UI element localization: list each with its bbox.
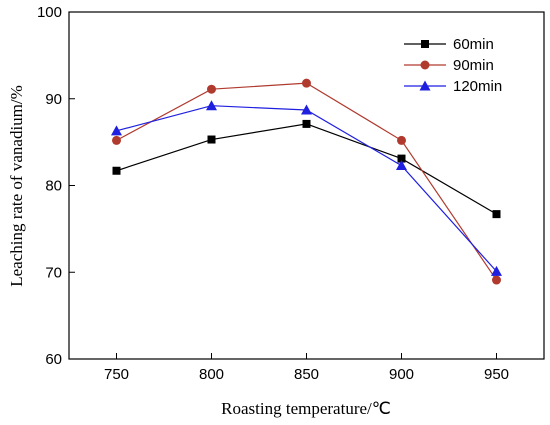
data-point [302, 78, 311, 88]
series-line [116, 123, 497, 215]
data-point [207, 135, 216, 144]
series-line [116, 105, 497, 272]
y-tick-label: 60 [45, 351, 62, 368]
y-tick-label: 80 [45, 178, 62, 195]
data-point [112, 135, 121, 145]
data-point [111, 125, 122, 136]
x-tick-label: 750 [104, 366, 129, 383]
series-layer [111, 78, 502, 285]
legend-marker [420, 60, 430, 70]
data-point [492, 210, 501, 219]
x-tick-label: 850 [294, 366, 319, 383]
data-point [301, 104, 312, 115]
series-60min [112, 119, 501, 219]
data-point [491, 265, 502, 276]
legend-item: 60min [404, 36, 494, 53]
y-tick-label: 100 [37, 4, 62, 21]
data-point [396, 160, 407, 171]
x-axis-title: Roasting temperature/℃ [221, 399, 391, 418]
y-tick-label: 90 [45, 91, 62, 108]
legend: 60min 90min 120min [404, 36, 502, 95]
x-tick-label: 800 [199, 366, 224, 383]
data-point [207, 84, 216, 94]
legend-item: 120min [404, 78, 502, 95]
data-point [397, 135, 406, 145]
legend-label: 120min [453, 78, 502, 95]
data-point [302, 119, 311, 128]
x-tick-label: 900 [389, 366, 414, 383]
series-90min [112, 78, 501, 285]
legend-item: 90min [404, 57, 494, 74]
y-axis-ticks: 60 70 80 90 100 [37, 4, 75, 368]
y-tick-label: 70 [45, 264, 62, 281]
data-point [397, 154, 406, 163]
legend-label: 60min [453, 36, 494, 53]
data-point [492, 275, 501, 285]
legend-marker [419, 80, 431, 91]
data-point [206, 100, 217, 111]
legend-label: 90min [453, 57, 494, 74]
data-point [112, 166, 121, 175]
legend-marker [421, 40, 429, 48]
x-axis-ticks: 750 800 850 900 950 [104, 353, 509, 383]
series-120min [111, 100, 502, 276]
y-axis-title: Leaching rate of vanadium/% [7, 85, 26, 287]
x-tick-label: 950 [484, 366, 509, 383]
